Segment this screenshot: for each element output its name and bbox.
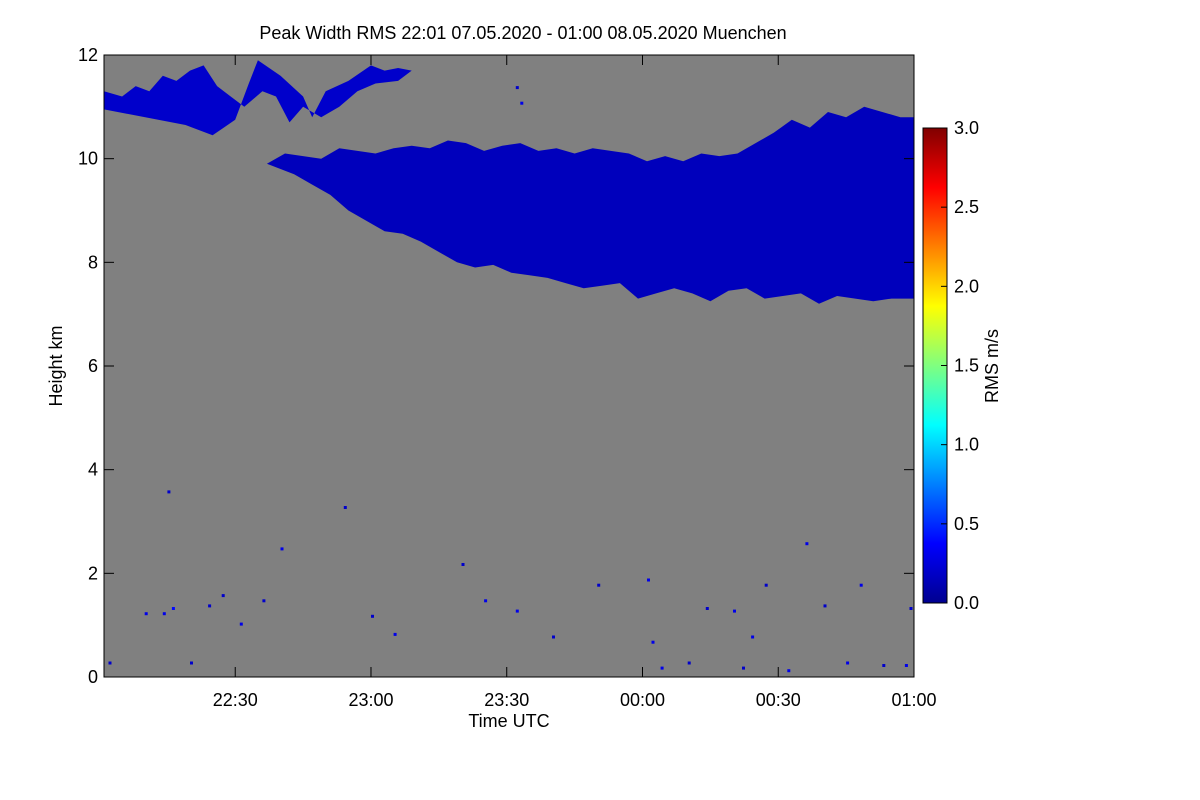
y-tick-label: 2 (88, 563, 98, 583)
speckle-point (239, 622, 243, 626)
y-tick-label: 8 (88, 252, 98, 272)
speckle-point (552, 635, 555, 639)
x-tick-label: 22:30 (213, 690, 258, 710)
speckle-point (764, 583, 768, 587)
speckle-point (520, 101, 524, 105)
speckle-point (651, 640, 655, 644)
speckle-point (751, 635, 755, 639)
speckle-point (190, 661, 193, 665)
speckle-point (882, 664, 886, 667)
colorbar-tick-label: 3.0 (954, 118, 979, 138)
speckle-point (461, 563, 465, 566)
y-tick-label: 4 (88, 460, 98, 480)
speckle-point (221, 594, 225, 598)
colorbar-tick-label: 1.5 (954, 356, 979, 376)
speckle-point (705, 607, 709, 610)
y-axis: 0 2 4 6 8 10 12 (78, 45, 914, 687)
speckle-point (280, 547, 284, 551)
colorbar-tick-label: 0.5 (954, 514, 979, 534)
speckle-point (742, 666, 745, 670)
speckle-point (904, 664, 908, 667)
x-tick-label: 00:30 (756, 690, 801, 710)
speckle-point (343, 506, 347, 509)
x-tick-label: 23:00 (348, 690, 393, 710)
speckle-point (371, 614, 374, 618)
y-tick-label: 10 (78, 149, 98, 169)
y-axis-label: Height km (46, 325, 66, 406)
speckle-point (262, 599, 266, 603)
speckle-point (167, 490, 171, 494)
speckle-point (484, 599, 488, 603)
speckle-point (787, 669, 791, 673)
speckle-point (162, 612, 166, 616)
speckle-point (859, 583, 863, 587)
x-tick-label: 23:30 (484, 690, 529, 710)
speckle-point (846, 661, 850, 665)
speckle-point (393, 632, 397, 636)
speckle-point (171, 607, 175, 610)
cloud-region-2 (266, 106, 914, 304)
colorbar-tick-label: 2.0 (954, 276, 979, 296)
y-tick-label: 6 (88, 356, 98, 376)
speckle-point (647, 578, 650, 582)
speckle-point (144, 612, 148, 616)
speckle-point (733, 609, 736, 613)
speckle-point (660, 666, 664, 670)
speckle-point (597, 583, 601, 587)
colorbar-tick-label: 2.5 (954, 197, 979, 217)
colorbar-tick-label: 1.0 (954, 435, 979, 455)
colorbar-ticks: 0.0 0.5 1.0 1.5 2.0 2.5 3.0 (941, 118, 979, 613)
y-tick-label: 0 (88, 667, 98, 687)
x-tick-label: 00:00 (620, 690, 665, 710)
speckle-point (515, 609, 519, 613)
noise-speckles (108, 86, 913, 673)
x-axis: 22:30 23:00 23:30 00:00 00:30 01:00 (213, 55, 937, 710)
colorbar-tick-label: 0.0 (954, 593, 979, 613)
speckle-point (687, 661, 691, 665)
colorbar-label: RMS m/s (982, 329, 1002, 403)
x-tick-label: 01:00 (891, 690, 936, 710)
cloud-regions (104, 60, 914, 304)
cloud-region-1 (104, 60, 412, 136)
y-tick-label: 12 (78, 45, 98, 65)
x-axis-label: Time UTC (468, 711, 549, 731)
speckle-point (515, 86, 519, 90)
speckle-point (909, 607, 913, 610)
speckle-point (823, 604, 827, 608)
speckle-point (208, 604, 212, 608)
chart-title: Peak Width RMS 22:01 07.05.2020 - 01:00 … (259, 23, 786, 43)
speckle-point (805, 542, 809, 546)
speckle-point (108, 661, 112, 665)
